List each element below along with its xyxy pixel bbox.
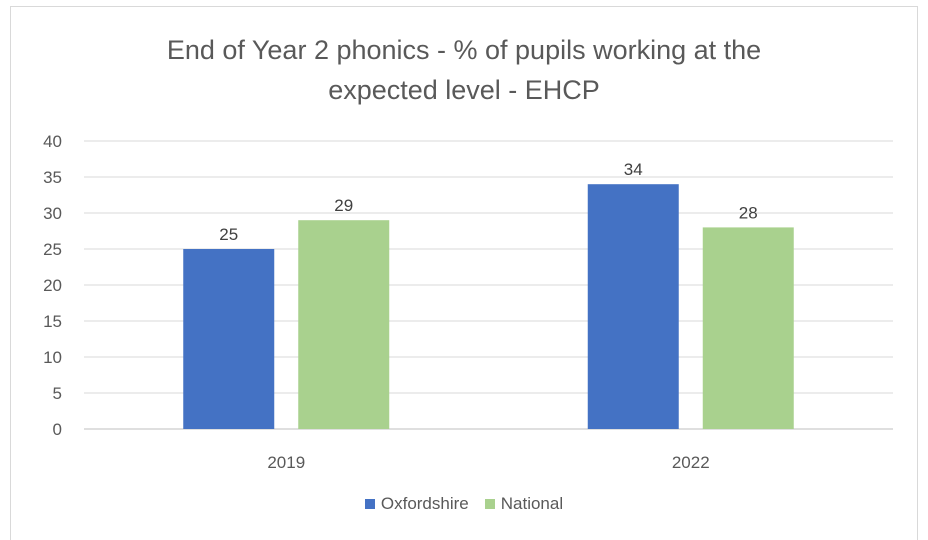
data-label: 29 [334,196,353,215]
legend-item-national: National [484,494,564,514]
data-label: 28 [739,203,758,222]
chart-title-line-2: expected level - EHCP [328,75,600,105]
bar-national-2022 [702,227,794,429]
legend-item-oxfordshire: Oxfordshire [364,494,469,514]
y-tick-label: 30 [43,204,62,223]
y-tick-label: 0 [53,420,62,439]
bar-oxfordshire-2022 [587,184,679,429]
y-tick-label: 35 [43,168,62,187]
bar-national-2019 [298,220,390,429]
legend-swatch [364,499,375,509]
y-tick-label: 5 [53,384,62,403]
data-label: 25 [219,225,238,244]
legend-label: National [500,494,564,513]
legend-label: Oxfordshire [380,494,469,513]
x-tick-label: 2022 [672,453,710,472]
data-label: 34 [624,160,643,179]
y-tick-label: 20 [43,276,62,295]
chart-title-line-1: End of Year 2 phonics - % of pupils work… [166,35,762,65]
legend-swatch [484,499,495,509]
chart-title: End of Year 2 phonics - % of pupils work… [0,30,928,110]
y-tick-label: 10 [43,348,62,367]
y-tick-label: 40 [43,132,62,151]
bar-oxfordshire-2019 [183,249,275,429]
x-tick-label: 2019 [267,453,305,472]
y-tick-label: 15 [43,312,62,331]
y-tick-label: 25 [43,240,62,259]
legend: Oxfordshire National [0,494,928,514]
